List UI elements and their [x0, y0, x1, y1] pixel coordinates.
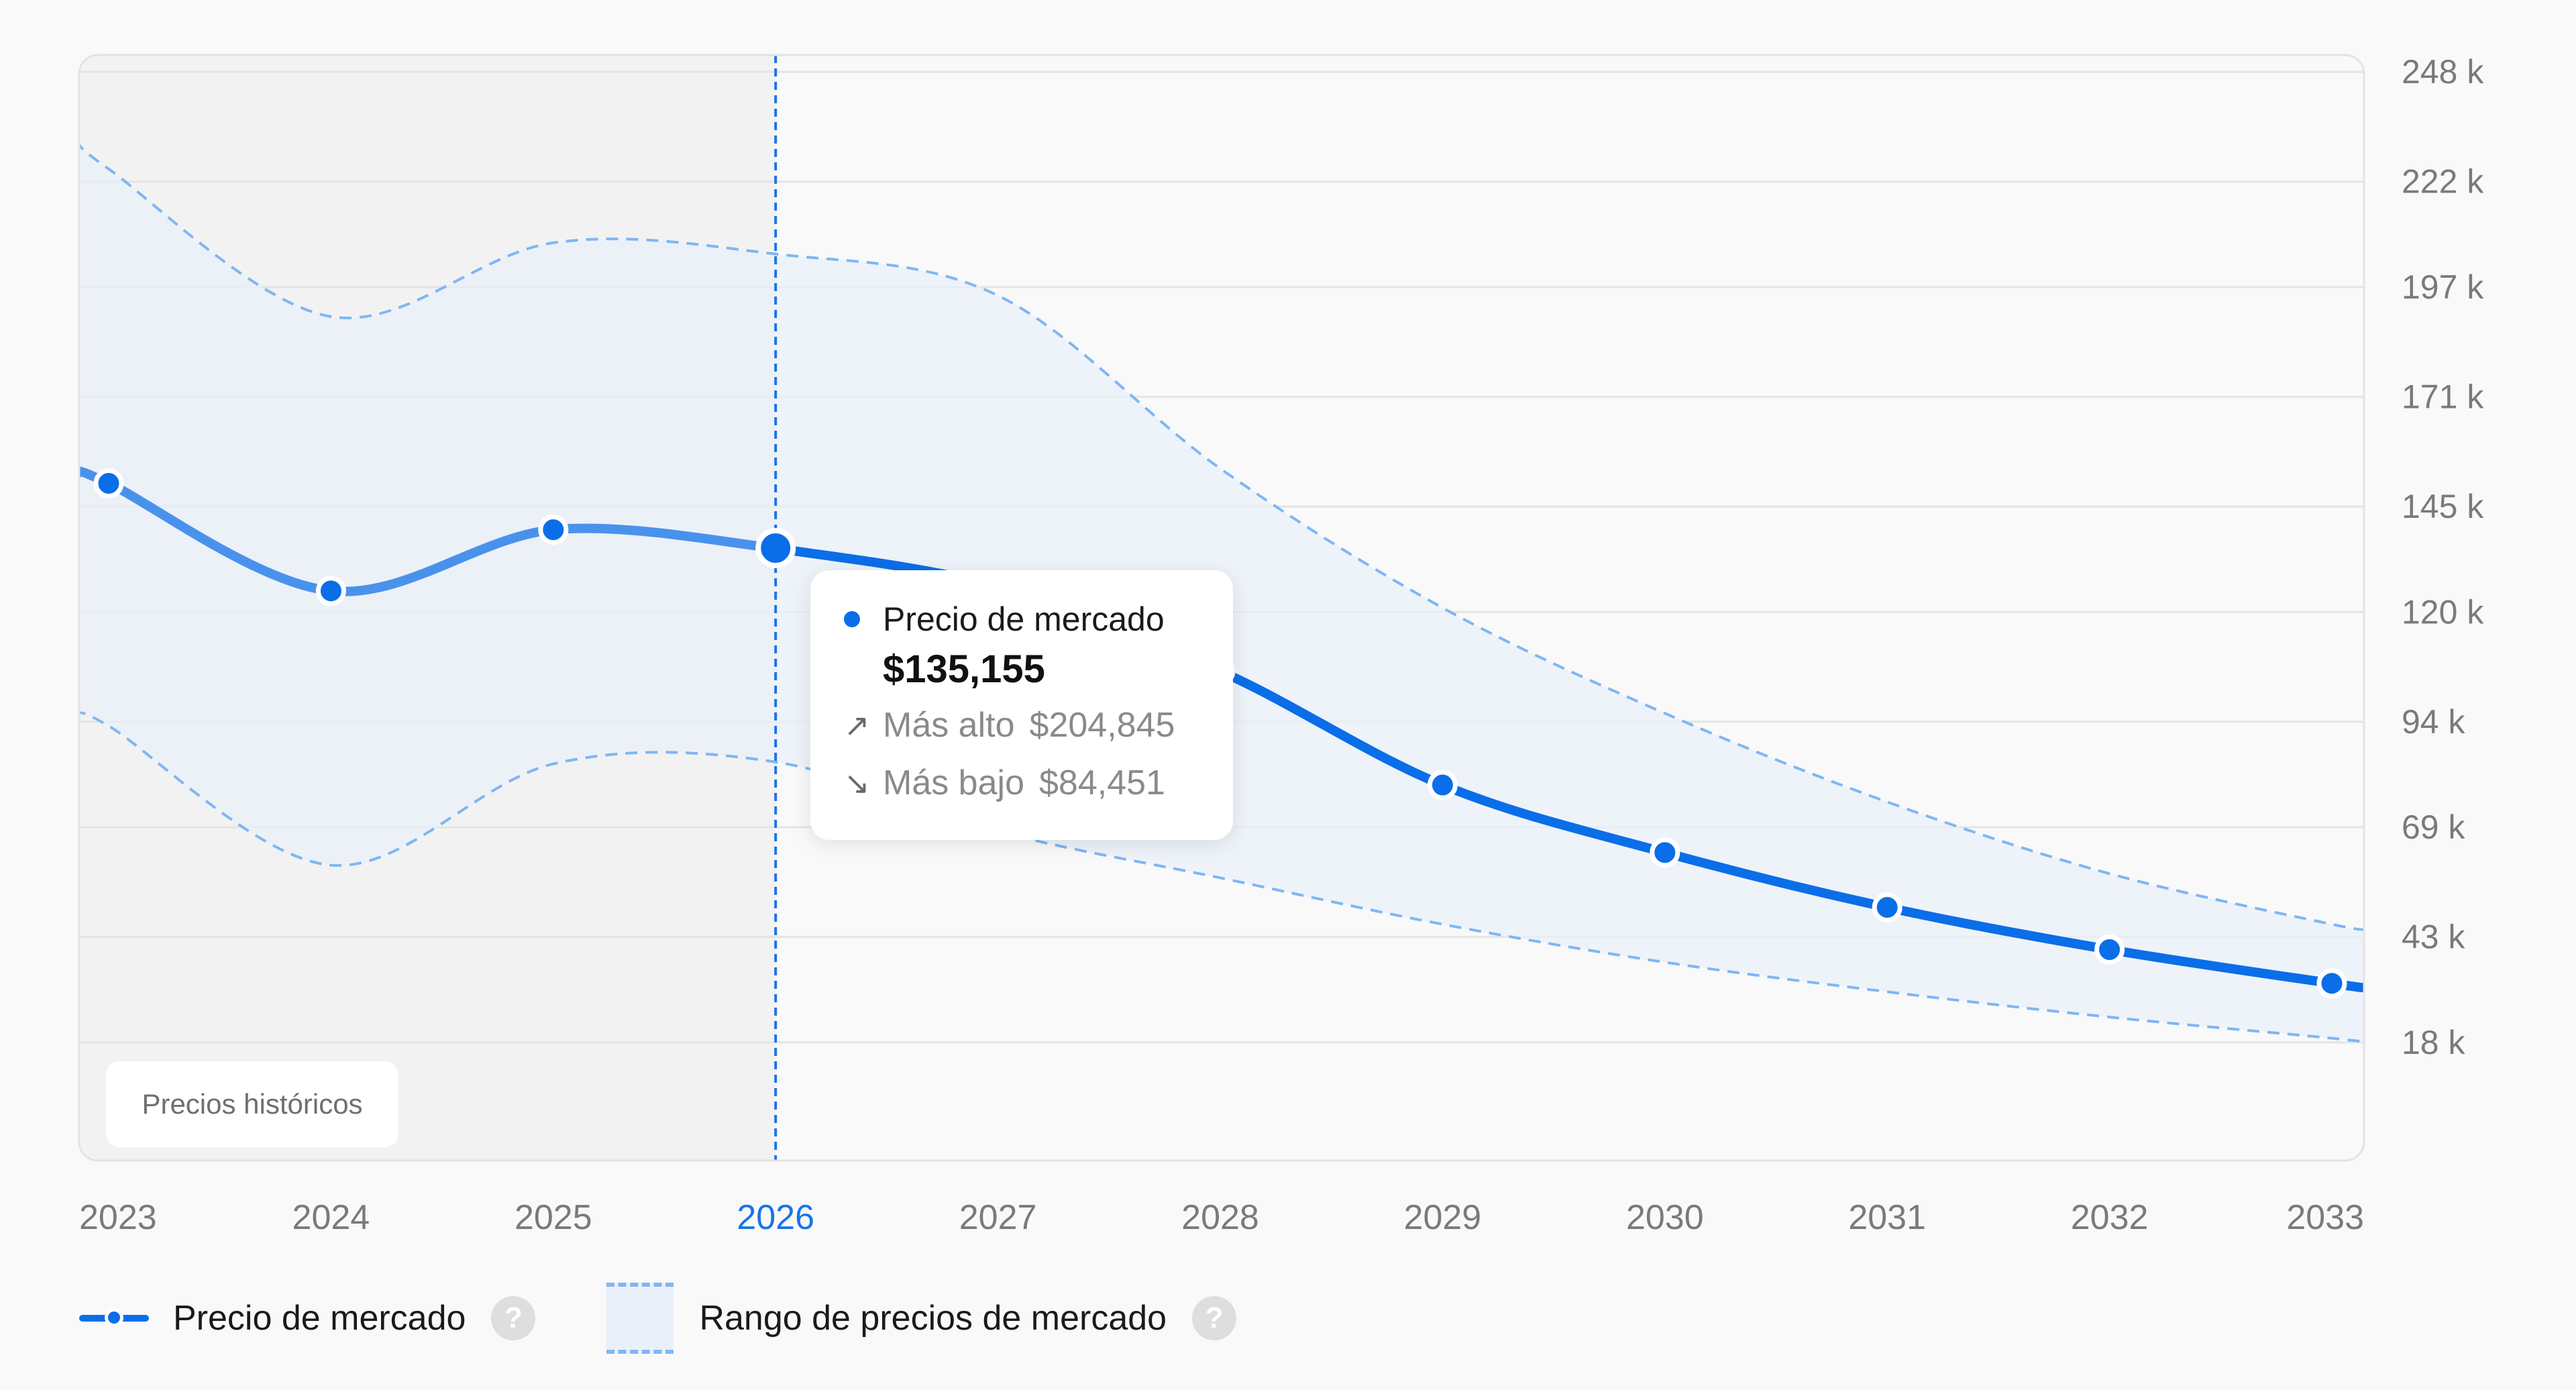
- y-tick-label: 248 k: [2402, 53, 2484, 91]
- tooltip-price-value: $135,155: [883, 647, 1045, 691]
- data-point-2029[interactable]: [1427, 769, 1458, 800]
- y-tick-label: 222 k: [2402, 163, 2484, 201]
- x-tick-label: 2029: [1404, 1198, 1482, 1237]
- data-point-2026[interactable]: [755, 527, 796, 568]
- x-tick-label: 2027: [959, 1198, 1037, 1237]
- tooltip-low-label: Más bajo: [883, 763, 1024, 802]
- data-point-2025[interactable]: [538, 515, 569, 545]
- arrow-up-right-icon: ↗: [844, 708, 870, 743]
- y-tick-label: 43 k: [2402, 918, 2466, 956]
- legend-market-range: Rango de precios de mercado: [699, 1299, 1167, 1338]
- x-tick-label: 2031: [1848, 1198, 1926, 1237]
- question-circle-icon[interactable]: ?: [491, 1296, 536, 1340]
- series-dot-icon: [844, 611, 860, 627]
- y-axis-tick-labels: 248 k 222 k 197 k 171 k 145 k 120 k 94 k 69 k 43…: [2402, 53, 2484, 1061]
- tooltip-high-value: $204,845: [1029, 706, 1175, 745]
- tooltip-series-label: Precio de mercado: [883, 600, 1165, 638]
- data-point-2033[interactable]: [2316, 968, 2347, 999]
- x-tick-label: 2032: [2071, 1198, 2149, 1237]
- x-axis-tick-labels: 2023 2024 2025 2026 2027 2028 2029 2030 2031 2032…: [79, 1198, 2364, 1237]
- historical-prices-label: Precios históricos: [142, 1088, 363, 1120]
- market-range-high-line: [79, 138, 2364, 931]
- data-point-2030[interactable]: [1650, 837, 1680, 868]
- tooltip-high-label: Más alto: [883, 706, 1015, 745]
- y-tick-label: 69 k: [2402, 808, 2466, 846]
- x-tick-label: 2033: [2286, 1198, 2364, 1237]
- arrow-down-right-icon: ↘: [844, 765, 870, 800]
- data-point-2032[interactable]: [2094, 934, 2125, 965]
- x-tick-label: 2024: [292, 1198, 370, 1237]
- x-tick-label: 2023: [79, 1198, 157, 1237]
- tooltip-low-value: $84,451: [1039, 763, 1165, 802]
- x-tick-label: 2030: [1626, 1198, 1704, 1237]
- data-point-2024[interactable]: [315, 576, 346, 606]
- y-tick-label: 94 k: [2402, 703, 2466, 741]
- data-point-2031[interactable]: [1872, 892, 1902, 923]
- data-point-2023[interactable]: [93, 468, 124, 498]
- legend-range-swatch-icon: [606, 1283, 674, 1354]
- plot-frame: [78, 54, 2365, 1162]
- legend-line-swatch-icon: [79, 1308, 149, 1328]
- chart-legend: Precio de mercado ? Rango de precios de …: [79, 1281, 1237, 1355]
- x-tick-label: 2025: [515, 1198, 592, 1237]
- y-tick-label: 145 k: [2402, 488, 2484, 525]
- question-circle-icon[interactable]: ?: [1192, 1296, 1237, 1340]
- historical-prices-badge: Precios históricos: [106, 1061, 398, 1147]
- y-tick-label: 171 k: [2402, 378, 2484, 415]
- x-tick-label: 2026: [737, 1198, 814, 1237]
- legend-market-price: Precio de mercado: [173, 1299, 466, 1338]
- y-tick-label: 120 k: [2402, 593, 2484, 631]
- y-tick-label: 18 k: [2402, 1024, 2466, 1061]
- market-range-low-line: [79, 711, 2364, 1044]
- y-tick-label: 197 k: [2402, 268, 2484, 306]
- price-tooltip: Precio de mercado $135,155 ↗ Más alto $2…: [810, 570, 1233, 840]
- x-tick-label: 2028: [1181, 1198, 1259, 1237]
